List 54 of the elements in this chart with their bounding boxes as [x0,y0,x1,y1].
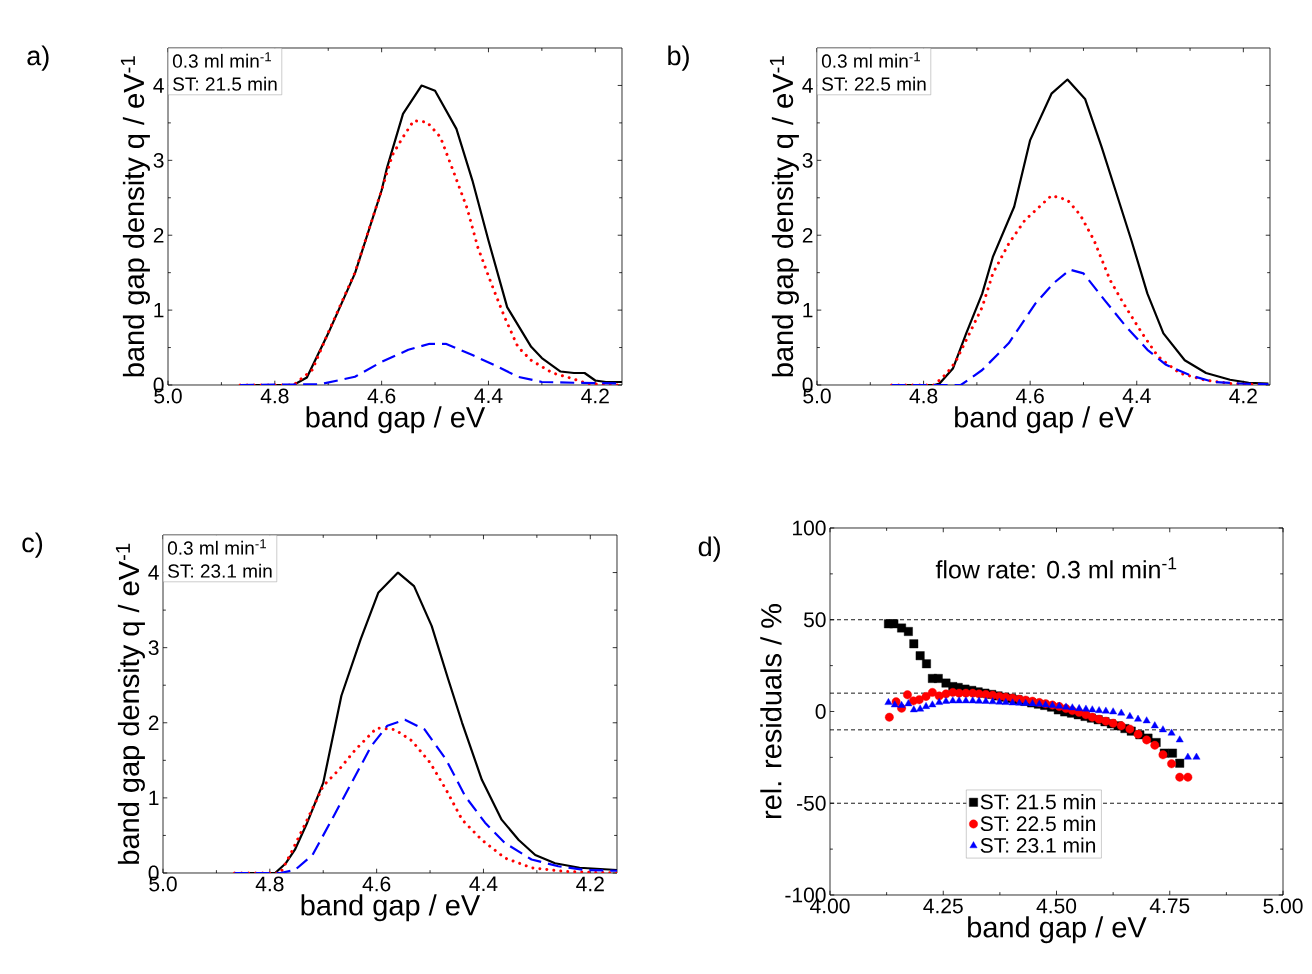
y-axis-title: band gap density q / eV$^{-1}$ [115,543,145,864]
y-tick-label: 4 [802,78,813,93]
annotation: 0.3 ml min$^{-1}$ [821,52,920,68]
y-tick-label: 2 [802,227,813,243]
x-tick-label: 4.6 [362,876,391,892]
y-tick-label: 3 [153,152,164,168]
y-tick-label: 0 [815,704,826,719]
x-axis-title: band gap / eV [968,916,1147,944]
annotation: ST: 22.5 min [822,76,926,91]
annotation: ST: 23.1 min [168,563,272,578]
y-tick-label: 1 [149,790,159,806]
chart-title: b) [668,45,689,71]
y-tick-label: 50 [803,612,826,628]
annotation: 0.3 ml min$^{-1}$ [167,539,267,555]
chart-title: d) [698,536,720,562]
y-tick-label: 4 [148,565,159,580]
y-tick-label: 100 [793,520,826,536]
chart-title: c) [22,532,43,558]
annotation: 0.3 ml min$^{-1}$ [172,52,272,68]
x-tick-label: 4.8 [909,388,938,404]
chart-title: a) [27,45,49,71]
y-tick-label: 3 [802,152,813,168]
y-tick-label: 2 [153,227,164,243]
x-tick-label: 4.4 [474,388,503,403]
x-tick-label: 4.25 [923,898,963,914]
x-axis-title: band gap / eV [301,894,481,922]
x-tick-label: 4.50 [1036,898,1077,914]
y-tick-label: -50 [797,795,826,811]
y-tick-label: 1 [803,302,813,318]
y-axis-title: band gap density q / eV$^{-1}$ [120,56,150,377]
x-tick-label: 4.6 [1016,388,1044,404]
y-tick-label: 3 [148,640,159,656]
x-tick-label: 4.4 [1122,388,1151,403]
annotation: flow rate: 0.3 ml min$^{-1}$ [935,557,1177,579]
x-tick-label: 4.2 [1229,388,1257,404]
x-tick-label: 5.00 [1263,898,1303,914]
legend-label: ST: 21.5 min [980,793,1096,810]
x-axis-title: band gap / eV [306,406,486,434]
x-tick-label: 4.2 [581,388,609,404]
y-axis-title: band gap density q / eV$^{-1}$ [769,56,799,377]
x-tick-label: 4.75 [1149,898,1190,914]
x-tick-label: 4.2 [576,876,604,892]
x-tick-label: 4.4 [469,876,498,891]
x-tick-label: 4.8 [260,388,289,404]
y-axis-title: rel. residuals / % [760,604,782,819]
y-tick-label: 4 [153,78,164,93]
y-tick-label: 1 [154,302,164,318]
x-tick-label: 4.6 [367,388,396,404]
legend-label: ST: 22.5 min [980,815,1096,832]
y-tick-label: 2 [148,715,159,731]
annotation: ST: 21.5 min [173,76,277,91]
legend-label: ST: 23.1 min [980,837,1096,853]
x-axis-title: band gap / eV [955,406,1134,434]
x-tick-label: 4.8 [255,876,284,892]
